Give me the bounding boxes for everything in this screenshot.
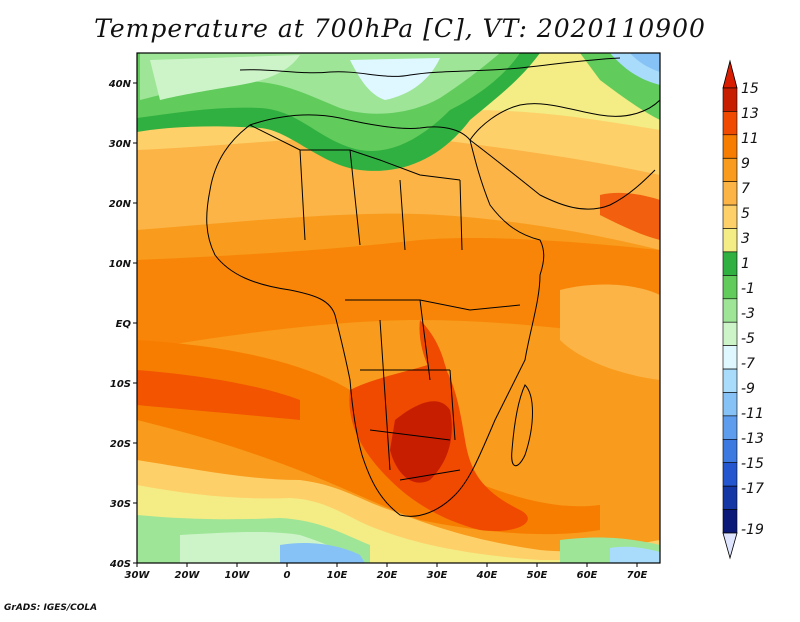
colorbar-top-triangle <box>722 59 738 89</box>
colorbar-box <box>722 298 738 323</box>
lon-tick-label: 20E <box>377 570 398 581</box>
field-band-13c <box>419 320 447 378</box>
lon-tick-label: 70E <box>627 570 648 581</box>
europe-coast <box>239 57 621 77</box>
colorbar-label: -15 <box>741 456 764 472</box>
colorbar-label: -3 <box>741 306 755 322</box>
colorbar-label: -11 <box>741 406 764 422</box>
colorbar-label: 9 <box>741 156 750 172</box>
colorbar-box <box>722 275 738 300</box>
lat-tick-label: 10N <box>109 259 132 270</box>
madagascar-coast <box>511 384 533 467</box>
colorbar-label: -7 <box>741 356 755 372</box>
border-1 <box>249 124 461 181</box>
colorbar-bottom-triangle <box>722 532 738 560</box>
footer-credit: GrADS: IGES/COLA <box>4 603 98 613</box>
colorbar-label: -9 <box>741 381 755 397</box>
temperature-field <box>137 53 660 563</box>
lat-tick-label: 30N <box>109 139 132 150</box>
colorbar-label: 15 <box>741 81 759 97</box>
lat-tick-label: 30S <box>110 499 131 510</box>
lon-tick-label: 20W <box>175 570 201 581</box>
lat-tick-label: 20S <box>110 439 131 450</box>
colorbar-box <box>722 181 738 206</box>
colorbar-label: 7 <box>741 181 750 197</box>
colorbar-box <box>722 87 738 112</box>
lon-tick-label: 40E <box>476 570 498 581</box>
colorbar-box <box>722 485 738 510</box>
colorbar-box <box>722 509 738 534</box>
lon-tick-label: 60E <box>577 570 598 581</box>
field-band-m5 <box>350 58 440 100</box>
lat-tick-label: EQ <box>116 319 132 330</box>
lon-tick-label: 10E <box>327 570 348 581</box>
lon-tick-label: 30W <box>125 570 151 581</box>
colorbar-box <box>722 438 738 463</box>
field-band-m3b <box>150 55 300 100</box>
colorbar-label: 13 <box>741 106 759 122</box>
colorbar-label: -1 <box>741 281 755 297</box>
field-ne-blue2 <box>630 53 660 72</box>
field-band-11 <box>137 238 660 350</box>
coastlines <box>206 57 660 517</box>
lon-tick-label: 30E <box>427 570 448 581</box>
arabia-coast <box>469 139 656 210</box>
colorbar-label: -5 <box>741 331 755 347</box>
colorbar: 15 13 11 9 7 5 3 1 -1 -3 -5 -7 -9 -11 -1… <box>722 59 764 560</box>
colorbar-box <box>722 251 738 276</box>
colorbar-box <box>722 134 738 159</box>
border-2 <box>299 149 463 251</box>
colorbar-box <box>722 415 738 440</box>
field-band-m5se <box>610 546 660 563</box>
field-band-15 <box>390 401 452 483</box>
plot-frame <box>136 52 661 564</box>
lat-tick-label: 40S <box>109 559 131 570</box>
lat-tick-label: 40N <box>108 79 132 90</box>
lat-tick-label: 20N <box>109 199 132 210</box>
colorbar-label: -19 <box>741 522 764 538</box>
middle-east-coast <box>469 99 660 141</box>
border-3 <box>345 299 521 481</box>
colorbar-label: 11 <box>741 131 759 147</box>
colorbar-box <box>722 392 738 417</box>
lat-axis: 40N 30N 20N 10N EQ 10S 20S 30S 40S <box>108 79 137 570</box>
lon-axis: 30W 20W 10W 0 10E 20E 30E 40E 50E 60E 70… <box>125 563 648 581</box>
colorbar-box <box>722 462 738 487</box>
colorbar-box <box>722 111 738 136</box>
field-band-7io <box>560 284 660 380</box>
lon-tick-label: 0 <box>284 570 291 581</box>
colorbar-boxes <box>722 87 738 534</box>
colorbar-box <box>722 321 738 346</box>
colorbar-label: 1 <box>741 256 750 272</box>
lon-tick-label: 10W <box>225 570 251 581</box>
colorbar-box <box>722 158 738 183</box>
colorbar-box <box>722 204 738 229</box>
colorbar-box <box>722 228 738 253</box>
colorbar-label: 5 <box>741 206 750 222</box>
field-band-13a <box>137 370 300 420</box>
lat-tick-label: 10S <box>110 379 131 390</box>
colorbar-label: -13 <box>741 431 764 447</box>
colorbar-box <box>722 345 738 370</box>
map-title: Temperature at 700hPa [C], VT: 202011090… <box>94 14 706 43</box>
lon-tick-label: 50E <box>527 570 548 581</box>
field-band-13in <box>600 192 660 240</box>
colorbar-label: -17 <box>741 481 764 497</box>
border-4 <box>379 299 456 471</box>
africa-coast <box>206 114 545 517</box>
colorbar-box <box>722 368 738 393</box>
colorbar-label: 3 <box>741 231 750 247</box>
field-band-m7s <box>280 543 365 563</box>
